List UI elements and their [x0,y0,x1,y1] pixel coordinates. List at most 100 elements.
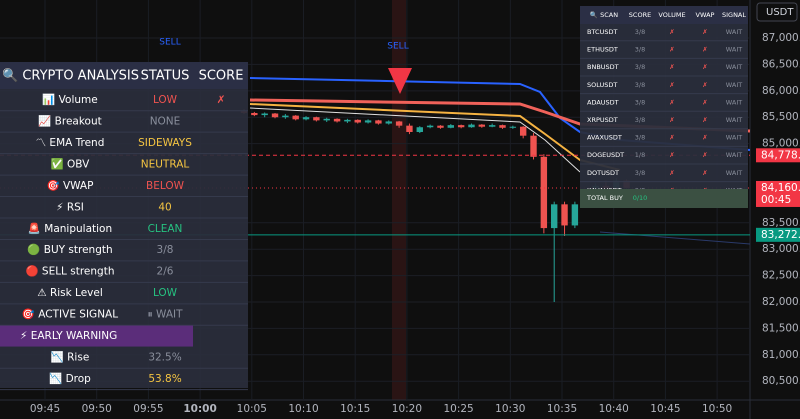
time-label: 10:10 [288,403,318,415]
candle-body [426,125,434,128]
candle-body [271,113,279,118]
analysis-label: 🎯 ACTIVE SIGNAL [22,308,118,321]
scanner-cell: WAIT [726,169,742,177]
time-label: 10:35 [547,403,577,415]
scanner-panel [580,6,748,208]
candle-body [488,125,496,127]
scanner-cell: WAIT [726,151,742,159]
analysis-label: 📊 Volume [42,93,97,106]
scanner-cell: ✗ [669,46,674,54]
candle-body [292,115,299,120]
candle-body [406,125,413,132]
sell-signal: SELL [387,42,408,52]
analysis-label: ⚡ RSI [56,201,84,213]
price-tick-label: 82,500.0 [762,270,800,282]
candle-body [499,125,506,128]
analysis-col: SCORE [199,69,244,84]
candle-body [375,120,382,124]
scanner-cell: 3/8 [635,28,645,36]
scanner-cell: 3/8 [635,81,645,89]
currency: USDT [766,7,794,18]
price-tick-label: 87,000.0 [762,32,800,44]
candle-body [519,126,527,136]
scanner-col: SIGNAL [722,11,746,19]
scanner-col: VOLUME [658,11,685,19]
candle-body [344,119,351,122]
candle-body [468,124,475,128]
scanner-cell: 3/8 [635,134,645,142]
analysis-status: ⏸ WAIT [147,309,183,321]
scanner-cell: ✗ [702,46,707,54]
scanner-cell: DOGEUSDT [587,151,624,159]
time-label: 10:40 [599,403,629,415]
scanner-cell: ✗ [702,169,707,177]
price-tick-label: 86,000.0 [762,85,800,97]
price-tag-label: 84,160.0 [761,182,800,194]
scanner-cell: ✗ [702,81,707,89]
candle-body [333,118,341,122]
candle-body [323,118,330,121]
candle-body [457,125,465,128]
analysis-label: 📉 Rise [51,351,90,364]
time-label: 10:50 [702,403,732,415]
analysis-status: 40 [158,201,171,213]
price-tick-label: 85,000.0 [762,138,800,150]
analysis-label: 🔴 SELL strength [26,265,115,278]
analysis-label: ⚡ EARLY WARNING [20,330,117,342]
scanner-cell: 3/8 [635,98,645,106]
scanner-cell: ✗ [702,116,707,124]
analysis-title: 🔍 CRYPTO ANALYSIS [2,67,139,84]
price-tick-label: 85,500.0 [762,111,800,123]
candle-body [251,112,258,116]
band-lower [599,231,751,245]
scanner-cell: 3/8 [635,46,645,54]
analysis-label: 〽 EMA Trend [36,137,105,149]
analysis-status: NONE [150,115,181,127]
time-label: 10:00 [183,403,216,415]
total-label: TOTAL BUY [586,194,623,202]
price-tag-label: 83,272.2 [761,229,800,241]
candle-body [437,125,444,128]
analysis-col: STATUS [141,69,190,84]
price-tick-label: 81,500.0 [762,322,800,334]
scanner-cell: ✗ [669,151,674,159]
analysis-label: 🚨 Manipulation [28,222,112,235]
currency-box [756,2,798,22]
time-label: 10:15 [340,403,370,415]
analysis-status: BELOW [146,180,185,192]
total-row [580,189,748,208]
scanner-cell: WAIT [726,98,742,106]
scanner-cell: 3/8 [635,169,645,177]
scanner-cell: BTCUSDT [587,28,617,36]
time-label: 10:45 [650,403,680,415]
candle-body [395,121,403,126]
analysis-label: 🟢 BUY strength [27,243,112,256]
candle-body [561,204,568,226]
price-tag [756,227,800,242]
price-tag [756,148,800,163]
scanner-cell: ✗ [669,98,674,106]
candle-body [447,125,454,128]
analysis-status: 32.5% [148,352,181,364]
analysis-status: 2/6 [157,266,174,278]
candle-body [385,121,392,124]
scanner-cell: ✗ [702,63,707,71]
scanner-cell: ✗ [669,116,674,124]
scanner-cell: 1/8 [635,151,645,159]
scanner-cell: ✗ [669,28,674,36]
scanner-cell: WAIT [726,116,742,124]
candle-body [540,156,548,229]
time-label: 09:45 [30,403,60,415]
scanner-cell: ✗ [669,63,674,71]
scanner-col: 🔍 SCAN [590,10,618,19]
candle-body [282,115,289,118]
candle-body [551,204,558,229]
time-label: 10:30 [495,403,525,415]
candle-body [364,120,372,123]
scanner-cell: WAIT [726,81,742,89]
candle-body [354,119,361,123]
ma-white [249,107,581,173]
analysis-label: 📈 Breakout [38,114,102,127]
analysis-label: ⚠ Risk Level [37,287,103,299]
